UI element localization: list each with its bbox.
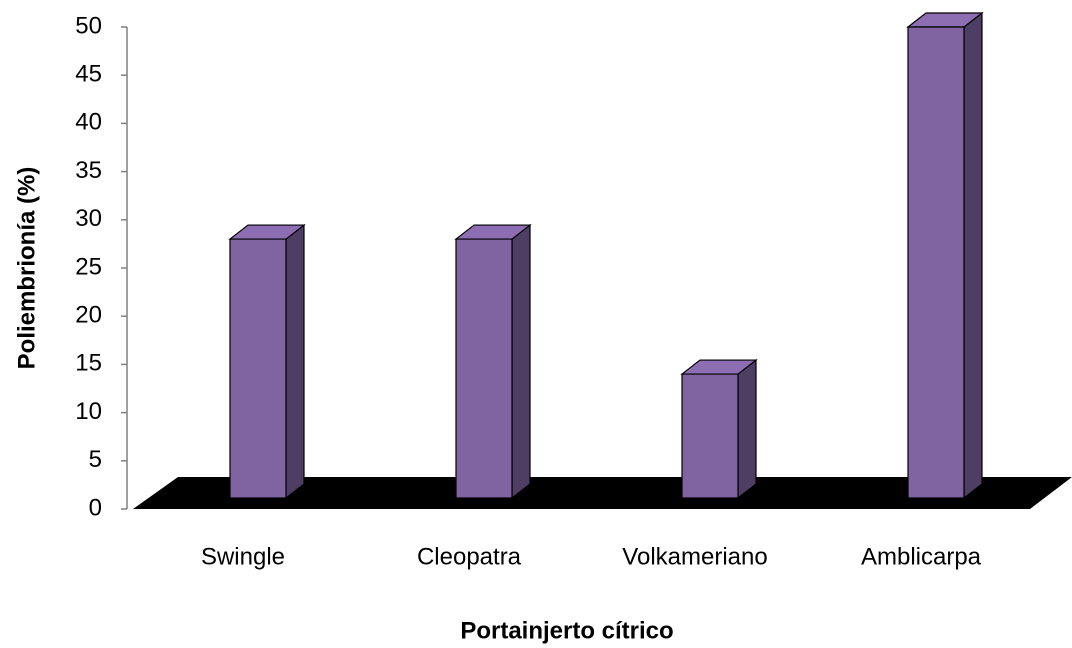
x-axis-title: Portainjerto cítrico — [460, 617, 673, 644]
bar-side — [737, 358, 757, 500]
y-tick-label: 20 — [75, 302, 102, 329]
y-tick-label: 5 — [89, 446, 102, 473]
y-tick-label: 30 — [75, 205, 102, 232]
bar-side — [511, 223, 531, 500]
bar-front — [229, 238, 287, 499]
y-tick-label: 40 — [75, 109, 102, 136]
x-tick-label: Amblicarpa — [861, 543, 982, 570]
bar-front — [681, 373, 739, 499]
y-tick-label: 35 — [75, 157, 102, 184]
bar-front — [455, 238, 513, 499]
y-tick-label: 0 — [89, 494, 102, 521]
y-tick-label: 50 — [75, 12, 102, 39]
y-tick-label: 15 — [75, 350, 102, 377]
floor — [133, 477, 1072, 509]
y-tick-label: 25 — [75, 253, 102, 280]
y-tick-label: 10 — [75, 398, 102, 425]
bar-side — [963, 11, 983, 500]
bar — [454, 223, 532, 500]
bar — [906, 11, 984, 500]
x-tick-label: Volkameriano — [622, 543, 767, 570]
y-axis-title: Poliembrionía (%) — [13, 167, 40, 370]
bar-front — [907, 26, 965, 499]
bar-side — [285, 223, 305, 500]
x-tick-label: Cleopatra — [417, 543, 522, 570]
x-tick-label: Swingle — [201, 543, 285, 570]
bar — [228, 223, 306, 500]
bar — [680, 358, 758, 500]
y-tick-label: 45 — [75, 61, 102, 88]
